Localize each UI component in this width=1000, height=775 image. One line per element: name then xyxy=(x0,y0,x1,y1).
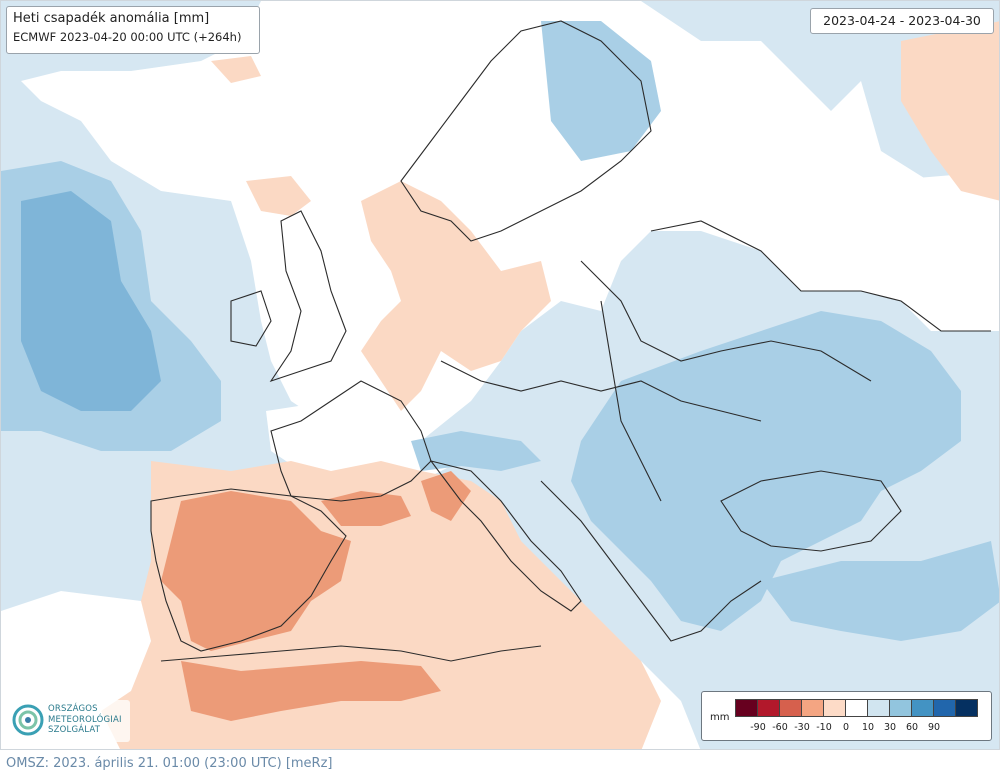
dry-area-benelux-denmark xyxy=(361,181,551,411)
legend-tick-label: -30 xyxy=(794,722,810,733)
dry-area-iceland xyxy=(211,56,261,83)
wet-area-alps xyxy=(411,431,541,471)
dry-area-northeast xyxy=(901,21,999,201)
omsz-logo-icon xyxy=(12,704,44,736)
precipitation-anomaly-map xyxy=(0,0,1000,750)
legend-tick-label: -90 xyxy=(750,722,766,733)
legend-unit: mm xyxy=(710,712,730,723)
very-dry-area-spain xyxy=(161,491,351,651)
legend-swatch xyxy=(823,699,846,717)
omsz-logo-text: ORSZÁGOS METEOROLÓGIAI SZOLGÁLAT xyxy=(48,704,122,736)
very-dry-area-algeria xyxy=(181,661,441,721)
coastline-italy xyxy=(429,460,582,612)
map-title: Heti csapadék anomália [mm] xyxy=(13,11,210,26)
logo-line-3: SZOLGÁLAT xyxy=(48,725,101,735)
wet-area-balkans-ukraine xyxy=(571,311,961,631)
coastline-north-africa xyxy=(160,645,542,662)
logo-line-2: METEOROLÓGIAI xyxy=(48,714,122,725)
legend-tick-label: 90 xyxy=(927,722,941,733)
model-run-label: ECMWF 2023-04-20 00:00 UTC (+264h) xyxy=(13,30,242,44)
border-central-europe xyxy=(440,360,762,422)
coastline-ireland xyxy=(230,290,272,347)
legend-tick-label: -10 xyxy=(816,722,832,733)
legend-swatch xyxy=(801,699,824,717)
border-eastern-europe xyxy=(580,260,872,382)
legend-swatch xyxy=(955,699,978,717)
legend-swatch xyxy=(735,699,758,717)
neutral-area-russia xyxy=(881,171,999,311)
legend-swatch xyxy=(911,699,934,717)
coastline-scandinavia xyxy=(400,20,652,242)
color-legend: mm -90 -60 -30 -10 0 10 30 60 90 xyxy=(701,691,992,741)
coastline-black-sea xyxy=(720,470,902,552)
neutral-area-france xyxy=(266,401,461,481)
very-dry-area-sardinia-corsica xyxy=(421,471,471,521)
map-title-box: Heti csapadék anomália [mm] ECMWF 2023-0… xyxy=(6,6,260,54)
coastline-britain xyxy=(269,210,347,383)
legend-swatch xyxy=(889,699,912,717)
legend-swatch xyxy=(757,699,780,717)
border-russia xyxy=(650,220,991,332)
logo-line-1: ORSZÁGOS xyxy=(48,704,98,714)
legend-tick-label: 30 xyxy=(883,722,897,733)
wet-area-atlantic-core xyxy=(21,191,161,411)
legend-tick-label: 60 xyxy=(905,722,919,733)
border-north-south xyxy=(600,300,662,502)
coastline-france xyxy=(270,380,432,502)
legend-tick-label: 10 xyxy=(861,722,875,733)
very-dry-area-france-south xyxy=(321,491,411,526)
wet-area-turkey xyxy=(761,541,999,641)
legend-swatches xyxy=(735,699,978,717)
legend-tick-label: -60 xyxy=(772,722,788,733)
borders-layer xyxy=(150,20,991,662)
legend-swatch xyxy=(867,699,890,717)
wet-area-finland xyxy=(541,21,661,161)
footer-caption: OMSZ: 2023. április 21. 01:00 (23:00 UTC… xyxy=(6,756,333,771)
coastline-iberia xyxy=(150,488,347,652)
legend-swatch xyxy=(779,699,802,717)
legend-tick-label: 0 xyxy=(842,722,850,733)
legend-swatch xyxy=(845,699,868,717)
date-range-box: 2023-04-24 - 2023-04-30 xyxy=(810,8,994,34)
legend-ticks: -90 -60 -30 -10 0 10 30 60 90 xyxy=(736,722,996,736)
omsz-logo: ORSZÁGOS METEOROLÓGIAI SZOLGÁLAT xyxy=(8,700,130,742)
coastline-balkans xyxy=(540,480,762,642)
dry-area-scotland xyxy=(246,176,311,216)
legend-swatch xyxy=(933,699,956,717)
